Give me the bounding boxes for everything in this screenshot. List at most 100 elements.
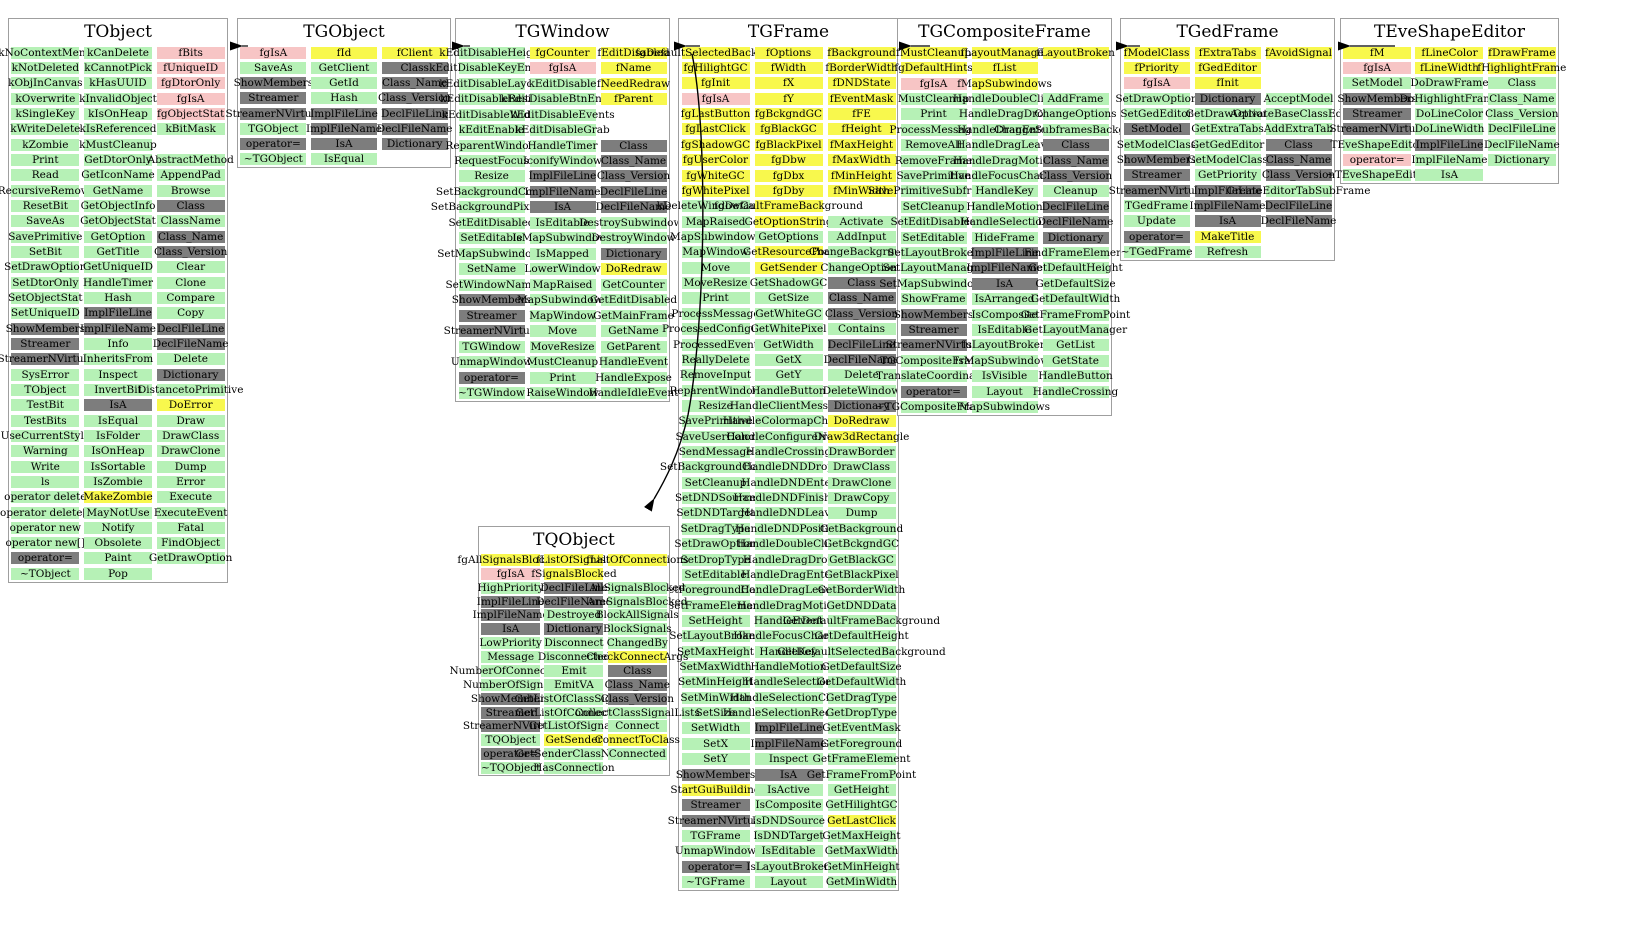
member-label: SetForegroundColor <box>660 584 771 597</box>
member-slot: ChangedBy <box>606 636 669 650</box>
member-label: SetDrawOption <box>1115 92 1198 105</box>
member-slot: IsOnHeap <box>82 444 155 459</box>
member-label: LowerWindow <box>524 263 601 276</box>
member-label: TGFrame <box>690 829 741 842</box>
member-slot: DeclFileLine <box>1263 198 1334 213</box>
member-label: DrawBorder <box>828 445 895 458</box>
member-label: IsEqual <box>97 414 139 427</box>
member-cell: SetEditable <box>681 569 750 581</box>
member-slot: GetHilightGC <box>825 798 898 813</box>
member-cell: ~TGWindow <box>458 387 525 400</box>
member-slot: IsA <box>527 200 598 215</box>
member-slot: BlockSignals <box>603 622 672 636</box>
member-cell: ShowMembers <box>1337 92 1417 105</box>
member-label: kEditDisableWidth <box>441 108 542 121</box>
member-label: fBorderWidth <box>825 61 898 74</box>
member-cell: fgDefaultSelectedBackground <box>635 46 796 59</box>
member-cell: Class_Version <box>378 92 451 105</box>
member-label: DeclFileLine <box>1041 200 1110 213</box>
class-title-tgedframe: TGedFrame <box>1176 22 1279 42</box>
member-label: HandleButton <box>751 384 826 397</box>
member-cell: fLineColor <box>1415 46 1484 59</box>
member-slot: HandleMotion <box>966 199 1043 214</box>
member-cell: SetY <box>681 752 750 766</box>
member-slot: HandleFocusChange <box>949 168 1060 183</box>
member-slot: DeclFileName <box>824 352 899 367</box>
member-cell: SetHeight <box>681 615 750 627</box>
member-label: Print <box>549 371 576 384</box>
member-slot: kZombie <box>9 137 82 152</box>
member-label: ProcessMessage <box>671 307 760 320</box>
member-label: DeclFileName <box>152 337 229 350</box>
member-label: MapWindow <box>529 309 596 322</box>
member-cell: Delete <box>827 369 896 382</box>
member-cell: HandleSelectionRequest <box>723 707 854 720</box>
member-cell: SetMaxHeight <box>677 645 754 658</box>
member-cell: DoError <box>156 399 225 412</box>
member-label: SetMapSubwindows <box>437 247 546 260</box>
member-slot: fFE <box>825 106 898 121</box>
member-slot: fMaxWidth <box>825 153 898 168</box>
member-label: SetUniqueID <box>10 306 80 319</box>
member-slot: Dictionary <box>379 137 450 152</box>
member-slot: SetHeight <box>679 613 752 628</box>
member-label: fMustCleanup <box>895 46 972 59</box>
member-label: Delete <box>173 352 208 365</box>
member-label: HandleEvent <box>598 355 669 368</box>
member-cell: kInvalidObject <box>79 92 157 105</box>
member-cell: DeclFileName <box>1038 216 1113 229</box>
member-cell: IconifyWindow <box>523 155 602 168</box>
member-slot: fMustCleanup <box>895 45 972 60</box>
member-slot: GetBlackGC <box>825 552 898 567</box>
member-cell: ~TGCompositeFrame <box>876 401 991 414</box>
member-cell: StreamerNVirtual <box>1329 123 1425 136</box>
member-cell: AbstractMethod <box>148 154 234 166</box>
member-label: HandleSelection <box>960 215 1049 228</box>
member-label: Notify <box>101 521 135 534</box>
member-slot: operator= <box>238 137 309 152</box>
member-label: TGWindow <box>462 340 521 353</box>
member-cell: SetForegroundColor <box>661 584 770 597</box>
member-label: MapSubwindows <box>959 400 1050 413</box>
member-label: HandleDragDrop <box>958 108 1051 121</box>
member-cell: GetSize <box>754 292 823 305</box>
member-label: SetDNDTarget <box>676 507 755 520</box>
member-cell: CheckConnectArgs <box>586 651 688 664</box>
member-cell: SetLayoutBroken <box>669 630 762 643</box>
member-slot: GetObjectInfo <box>81 198 155 213</box>
member-label: DeclFileLine <box>827 338 896 351</box>
member-label: GetDragType <box>825 691 898 704</box>
member-label: SetModel <box>1131 123 1182 136</box>
member-label: ~TEveShapeEditor <box>1326 169 1429 182</box>
member-cell: ReparentWindow <box>669 384 762 397</box>
member-cell: fLayoutManager <box>960 46 1049 59</box>
member-slot: HandleDoubleClick <box>953 91 1056 106</box>
member-slot: TestBit <box>9 398 82 413</box>
member-slot: ~TGFrame <box>679 874 752 889</box>
member-slot: kHasUUID <box>82 76 155 91</box>
member-cell: ImplFileName <box>473 609 549 622</box>
member-label: operator= <box>483 747 539 760</box>
member-cell: Streamer <box>681 799 750 812</box>
member-slot: IsComposite <box>752 798 825 813</box>
member-cell: fgObjectStat <box>156 108 225 120</box>
member-cell: fgAllSignalsBlocked <box>457 554 564 566</box>
member-label: SetY <box>703 752 728 765</box>
member-label: HandleCrossing <box>1032 385 1119 398</box>
member-slot: Update <box>1121 214 1192 229</box>
member-slot: MapSubwindows <box>670 229 761 244</box>
member-cell: TQObject <box>481 734 541 747</box>
member-slot: ImplFileLine <box>1192 183 1263 198</box>
member-slot: TGCompositeFrame <box>880 353 987 368</box>
member-slot: kEditEnable <box>456 122 527 137</box>
member-slot: Dictionary <box>598 246 669 261</box>
member-label: GetHeight <box>833 783 890 796</box>
member-slot: LowerWindow <box>524 262 601 277</box>
member-slot: MustCleanup <box>898 91 969 106</box>
member-cell: Dictionary <box>600 248 667 260</box>
member-slot: IsVisible <box>969 369 1040 384</box>
member-cell: Dictionary <box>381 138 448 151</box>
member-cell: Cleanup <box>1042 185 1109 198</box>
member-label: ls <box>40 475 50 488</box>
member-cell: Copy <box>156 307 225 320</box>
